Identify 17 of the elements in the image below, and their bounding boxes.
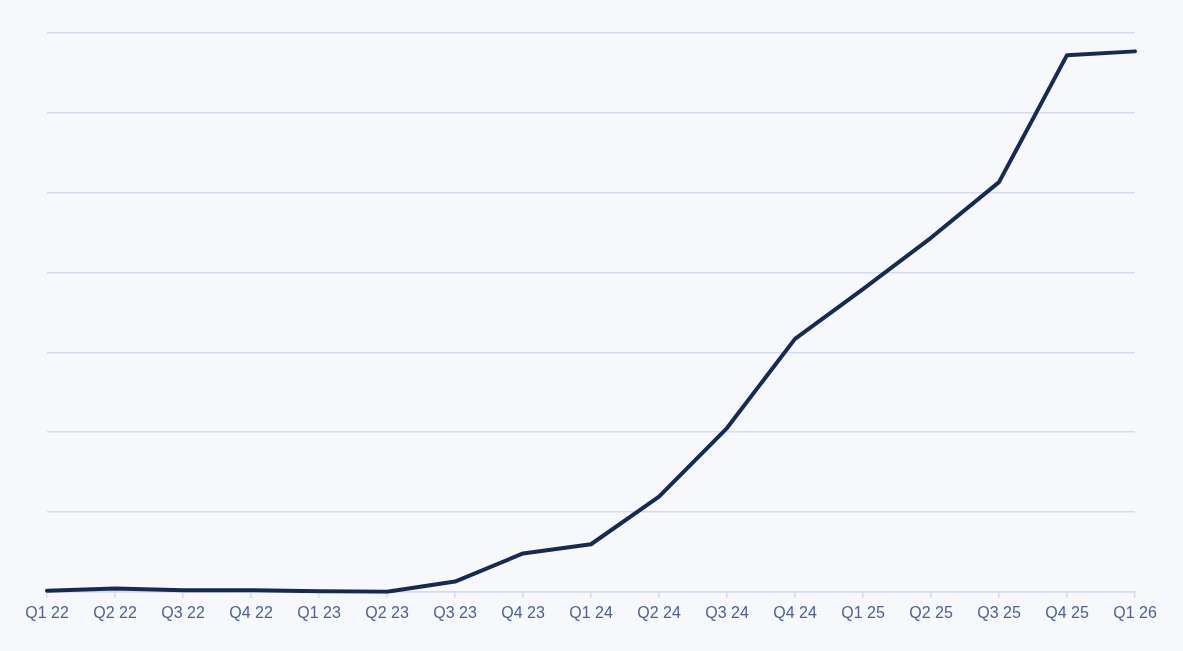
x-tick-label: Q3 25 xyxy=(977,603,1021,621)
x-tick-label: Q2 24 xyxy=(637,603,681,621)
x-tick-label: Q4 25 xyxy=(1045,603,1089,621)
x-tick-label: Q1 22 xyxy=(25,603,69,621)
x-tick-label: Q4 23 xyxy=(501,603,545,621)
x-tick-label: Q2 22 xyxy=(93,603,137,621)
x-tick-label: Q2 23 xyxy=(365,603,409,621)
x-tick-label: Q4 22 xyxy=(229,603,273,621)
x-tick-label: Q3 22 xyxy=(161,603,205,621)
x-tick-label: Q1 23 xyxy=(297,603,341,621)
x-tick-label: Q1 26 xyxy=(1113,603,1157,621)
x-tick-label: Q1 25 xyxy=(841,603,885,621)
x-tick-label: Q4 24 xyxy=(773,603,817,621)
x-tick-label: Q3 23 xyxy=(433,603,477,621)
x-tick-label: Q2 25 xyxy=(909,603,953,621)
x-tick-label: Q1 24 xyxy=(569,603,613,621)
x-tick-label: Q3 24 xyxy=(705,603,749,621)
